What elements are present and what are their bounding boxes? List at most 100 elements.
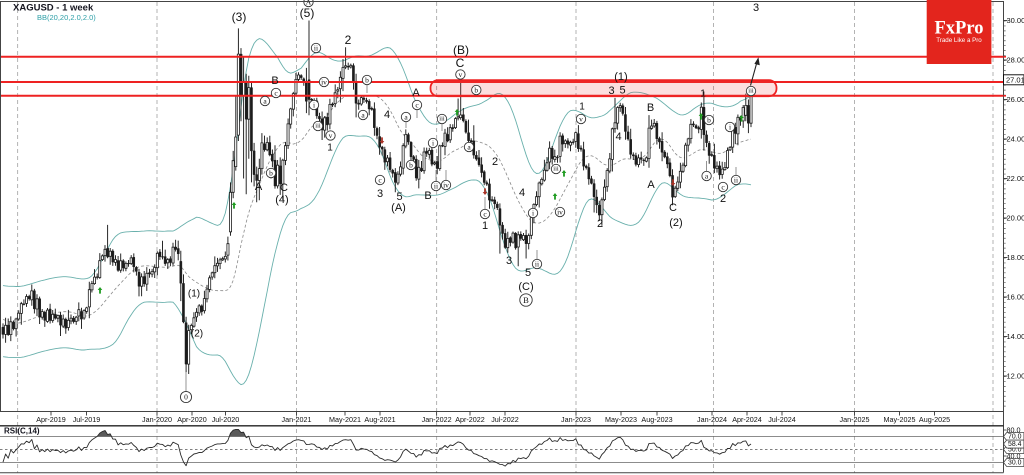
- svg-text:iii: iii: [315, 123, 321, 130]
- svg-text:v: v: [459, 70, 463, 79]
- svg-text:18.00: 18.00: [1007, 253, 1024, 262]
- svg-text:1: 1: [327, 143, 333, 154]
- svg-text:(3): (3): [232, 10, 247, 24]
- svg-text:(2): (2): [669, 217, 682, 229]
- svg-text:14.00: 14.00: [1007, 332, 1024, 341]
- svg-text:80.0: 80.0: [1007, 426, 1021, 435]
- svg-text:(1): (1): [614, 71, 627, 83]
- svg-text:26.00: 26.00: [1007, 95, 1024, 104]
- svg-text:iv: iv: [443, 181, 449, 190]
- svg-text:b: b: [365, 76, 369, 85]
- svg-text:2: 2: [597, 218, 603, 230]
- svg-text:c: c: [721, 183, 725, 192]
- svg-text:(B): (B): [453, 43, 469, 57]
- svg-text:BB(20,20,2.0,2.0): BB(20,20,2.0,2.0): [37, 13, 96, 22]
- svg-text:3: 3: [608, 85, 614, 97]
- svg-text:2: 2: [345, 33, 352, 47]
- svg-text:30.00: 30.00: [1007, 16, 1024, 25]
- svg-text:May-2025: May-2025: [884, 415, 916, 424]
- svg-text:28.00: 28.00: [1007, 56, 1024, 65]
- svg-text:Jan-2025: Jan-2025: [840, 415, 870, 424]
- svg-text:30.0: 30.0: [1008, 459, 1022, 466]
- svg-text:Apr-2024: Apr-2024: [732, 415, 762, 424]
- svg-text:2: 2: [720, 193, 726, 205]
- svg-text:A: A: [255, 181, 263, 193]
- svg-text:a: a: [467, 143, 471, 152]
- svg-text:May-2021: May-2021: [329, 415, 361, 424]
- svg-text:(4): (4): [275, 194, 288, 206]
- svg-text:a: a: [404, 113, 408, 122]
- svg-text:iii: iii: [748, 88, 754, 95]
- svg-text:70.0: 70.0: [1008, 433, 1022, 440]
- svg-text:3: 3: [377, 188, 383, 200]
- svg-text:C: C: [669, 202, 677, 214]
- svg-text:iv: iv: [321, 78, 327, 87]
- svg-text:3: 3: [506, 255, 512, 267]
- svg-text:50.0: 50.0: [1008, 446, 1022, 453]
- svg-text:FxPro: FxPro: [935, 19, 984, 39]
- svg-text:22.00: 22.00: [1007, 174, 1024, 183]
- svg-text:Apr-2019: Apr-2019: [36, 415, 66, 424]
- svg-text:ii: ii: [434, 182, 438, 191]
- svg-text:b: b: [474, 86, 478, 95]
- svg-text:a: a: [361, 111, 365, 120]
- svg-text:B: B: [271, 75, 278, 87]
- svg-text:ii: ii: [734, 176, 738, 185]
- svg-text:(A): (A): [391, 202, 406, 214]
- svg-text:c: c: [274, 89, 278, 98]
- svg-text:c: c: [483, 210, 487, 219]
- svg-text:a: a: [705, 172, 709, 181]
- svg-text:XAGUSD - 1 week: XAGUSD - 1 week: [13, 3, 94, 14]
- svg-text:c: c: [378, 176, 382, 185]
- svg-text:16.00: 16.00: [1007, 293, 1024, 302]
- svg-text:1: 1: [579, 102, 585, 113]
- svg-text:b: b: [409, 161, 413, 170]
- svg-text:Jul-2020: Jul-2020: [212, 415, 240, 424]
- svg-text:Jul-2019: Jul-2019: [73, 415, 101, 424]
- svg-text:B: B: [523, 295, 529, 305]
- svg-text:Jul-2024: Jul-2024: [768, 415, 796, 424]
- svg-text:4: 4: [519, 187, 525, 199]
- svg-text:iv: iv: [557, 208, 563, 217]
- svg-text:i: i: [432, 139, 434, 148]
- svg-text:i: i: [532, 209, 534, 218]
- svg-text:A: A: [647, 179, 655, 191]
- svg-text:C: C: [456, 56, 465, 70]
- svg-text:27.01: 27.01: [1006, 76, 1024, 85]
- svg-text:58.4: 58.4: [1008, 441, 1022, 448]
- svg-text:Apr-2020: Apr-2020: [177, 415, 207, 424]
- svg-text:i: i: [313, 101, 315, 110]
- svg-text:v: v: [579, 115, 583, 124]
- svg-text:4: 4: [384, 109, 390, 121]
- svg-text:Apr-2022: Apr-2022: [455, 415, 485, 424]
- svg-text:Trade Like a Pro: Trade Like a Pro: [936, 37, 982, 44]
- svg-text:40.0: 40.0: [1007, 452, 1021, 461]
- svg-text:May-2023: May-2023: [605, 415, 637, 424]
- svg-text:ii: ii: [535, 260, 539, 269]
- svg-text:2: 2: [492, 156, 498, 168]
- svg-text:5: 5: [525, 267, 531, 279]
- svg-text:5: 5: [396, 191, 402, 203]
- svg-text:b: b: [269, 169, 273, 178]
- svg-text:(2): (2): [191, 329, 203, 340]
- svg-text:Jan-2023: Jan-2023: [561, 415, 591, 424]
- svg-text:Jan-2024: Jan-2024: [697, 415, 727, 424]
- svg-text:5: 5: [619, 85, 625, 97]
- svg-text:(5): (5): [300, 6, 315, 20]
- svg-text:B: B: [647, 102, 654, 114]
- svg-text:i: i: [729, 123, 731, 132]
- svg-text:a: a: [263, 97, 267, 106]
- svg-text:Jan-2022: Jan-2022: [422, 415, 452, 424]
- svg-text:c: c: [415, 101, 419, 110]
- svg-text:3: 3: [753, 2, 759, 14]
- svg-text:0: 0: [184, 393, 188, 402]
- svg-text:(1): (1): [188, 289, 200, 300]
- svg-text:Aug-2023: Aug-2023: [641, 415, 672, 424]
- svg-text:12.00: 12.00: [1007, 372, 1024, 381]
- svg-text:RSI(C,14): RSI(C,14): [4, 427, 40, 436]
- svg-text:B: B: [424, 190, 431, 202]
- svg-text:1: 1: [700, 89, 706, 100]
- svg-text:Jul-2022: Jul-2022: [491, 415, 519, 424]
- svg-text:Aug-2021: Aug-2021: [364, 415, 395, 424]
- svg-text:A: A: [306, 0, 312, 7]
